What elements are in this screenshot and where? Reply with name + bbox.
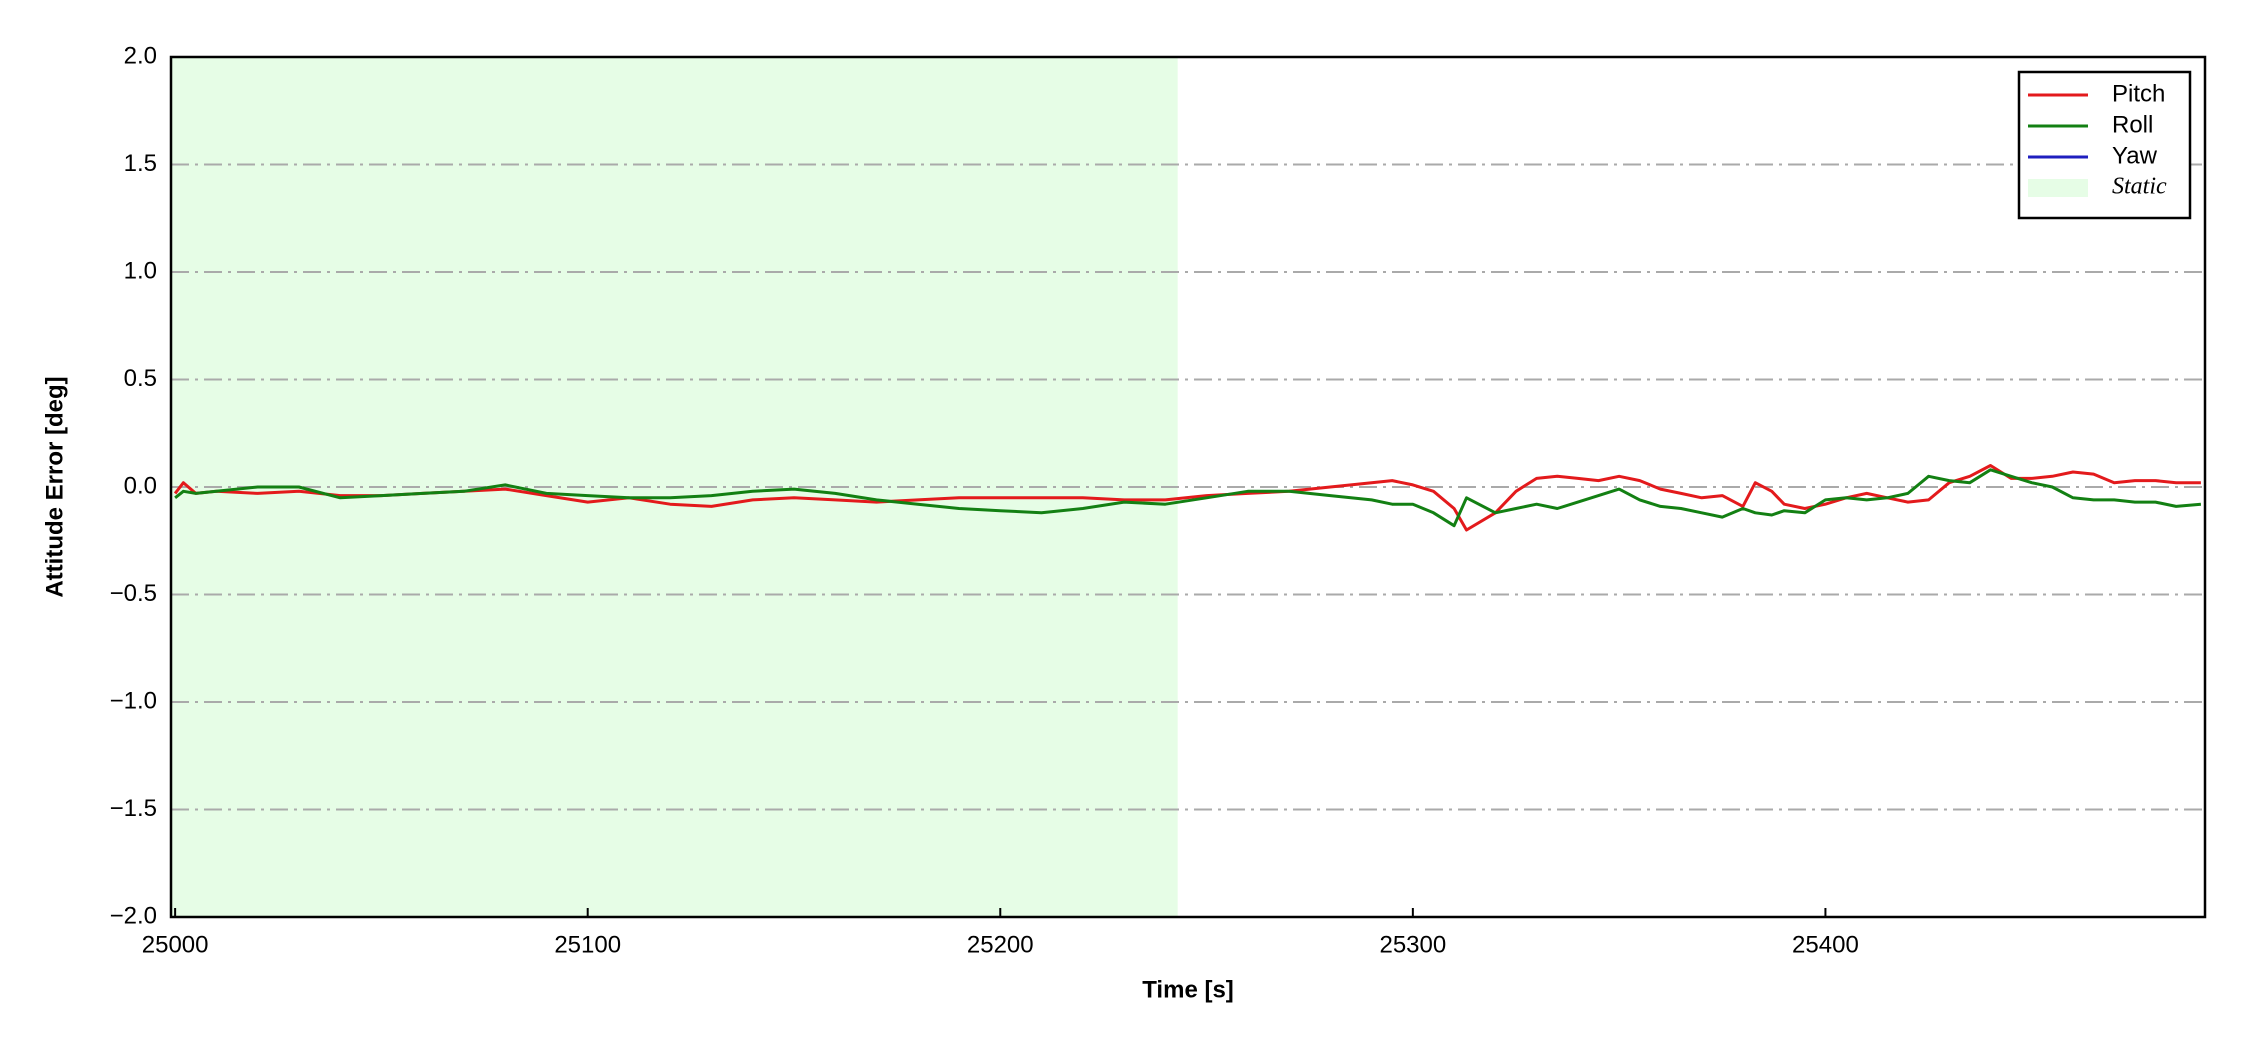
y-tick-label: −1.0 (110, 687, 157, 714)
y-tick-label: −2.0 (110, 902, 157, 929)
y-tick-label: 2.0 (124, 42, 157, 69)
x-tick-label: 25200 (967, 931, 1034, 958)
y-tick-label: 0.0 (124, 472, 157, 499)
x-tick-label: 25300 (1379, 931, 1446, 958)
legend: Pitch Roll Yaw Static (2017, 70, 2192, 220)
x-tick-label: 25000 (142, 931, 209, 958)
legend-label: Pitch (2112, 80, 2165, 107)
y-tick-label: 1.0 (124, 257, 157, 284)
series-line (173, 464, 2201, 532)
series-line (174, 468, 2202, 528)
y-tick-label: −0.5 (110, 580, 157, 607)
y-tick-label: −1.5 (110, 795, 157, 822)
y-tick-label: 1.5 (124, 150, 157, 177)
x-axis-label: Time [s] (1142, 976, 1234, 1003)
legend-swatch (2028, 179, 2088, 197)
y-axis-label: Attitude Error [deg] (41, 376, 68, 597)
plot-frame (169, 55, 2207, 919)
y-tick-label: 0.5 (124, 365, 157, 392)
legend-label: Roll (2112, 111, 2153, 138)
x-tick-label: 25100 (554, 931, 621, 958)
legend-label: Yaw (2112, 142, 2158, 169)
legend-label: Static (2112, 174, 2167, 200)
x-tick-label: 25400 (1792, 931, 1859, 958)
